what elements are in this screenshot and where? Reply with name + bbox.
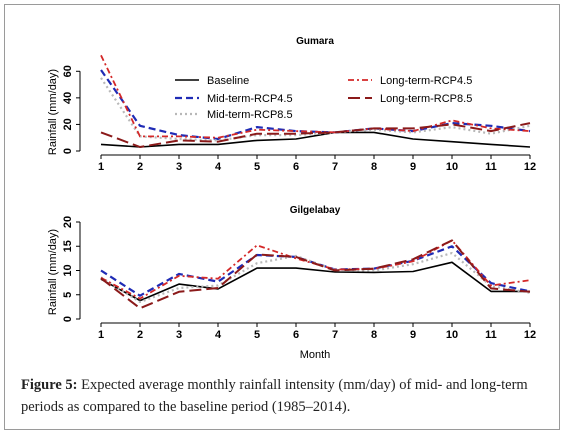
y-tick-label-gumara: 0 bbox=[62, 148, 74, 154]
x-tick-label-gumara: 12 bbox=[524, 161, 536, 173]
x-tick-label-gumara: 2 bbox=[137, 161, 143, 173]
x-tick-label-gumara: 1 bbox=[98, 161, 104, 173]
series-line-gilgelabay bbox=[100, 251, 531, 304]
panel-title-gilgelabay: Gilgelabay bbox=[290, 205, 341, 216]
series-line-gumara bbox=[100, 131, 531, 148]
y-tick-label-gumara: 60 bbox=[62, 65, 74, 77]
x-tick-label-gumara: 4 bbox=[215, 161, 222, 173]
caption-label: Figure 5: bbox=[21, 377, 78, 393]
x-tick-label-gumara: 7 bbox=[332, 161, 338, 173]
series-line-gumara bbox=[100, 77, 531, 142]
legend-label: Mid-term-RCP8.5 bbox=[207, 109, 293, 121]
y-tick-label-gumara: 40 bbox=[62, 92, 74, 104]
legend-label: Long-term-RCP8.5 bbox=[380, 93, 472, 105]
x-tick-label-gumara: 6 bbox=[293, 161, 299, 173]
x-tick-label-gumara: 11 bbox=[485, 161, 497, 173]
x-tick-label-gilgelabay: 7 bbox=[332, 329, 338, 341]
y-tick-label-gilgelabay: 15 bbox=[62, 240, 74, 252]
x-tick-label-gilgelabay: 2 bbox=[137, 329, 143, 341]
figure-caption: Figure 5: Expected average monthly rainf… bbox=[21, 374, 545, 418]
legend-label: Mid-term-RCP4.5 bbox=[207, 93, 293, 105]
x-tick-label-gilgelabay: 5 bbox=[254, 329, 260, 341]
x-tick-label-gilgelabay: 12 bbox=[524, 329, 536, 341]
x-tick-label-gumara: 9 bbox=[410, 161, 416, 173]
series-line-gilgelabay bbox=[100, 239, 531, 310]
x-tick-label-gumara: 8 bbox=[371, 161, 377, 173]
x-tick-label-gilgelabay: 8 bbox=[371, 329, 377, 341]
x-tick-label-gumara: 10 bbox=[446, 161, 458, 173]
series-line-gilgelabay bbox=[100, 245, 531, 297]
caption-text: Expected average monthly rainfall intens… bbox=[21, 377, 528, 415]
x-tick-label-gilgelabay: 6 bbox=[293, 329, 299, 341]
y-tick-label-gumara: 20 bbox=[62, 118, 74, 130]
y-tick-label-gilgelabay: 0 bbox=[62, 316, 74, 322]
x-tick-label-gilgelabay: 4 bbox=[215, 329, 222, 341]
series-group-gumara bbox=[100, 54, 531, 148]
legend-label: Baseline bbox=[207, 75, 249, 87]
panel-title-gumara: Gumara bbox=[296, 36, 334, 47]
series-line-gilgelabay bbox=[100, 261, 530, 302]
y-tick-label-gilgelabay: 5 bbox=[62, 292, 74, 298]
y-tick-label-gilgelabay: 20 bbox=[62, 216, 74, 228]
series-line-gumara bbox=[100, 54, 531, 139]
x-tick-label-gilgelabay: 1 bbox=[98, 329, 104, 341]
x-tick-label-gilgelabay: 9 bbox=[410, 329, 416, 341]
figure-frame bbox=[4, 4, 560, 430]
x-axis-label: Month bbox=[300, 349, 331, 361]
legend-label: Long-term-RCP4.5 bbox=[380, 75, 472, 87]
legend: Baseline Mid-term-RCP4.5 Mid-term-RCP8.5 Lo… bbox=[175, 75, 472, 121]
x-tick-label-gilgelabay: 10 bbox=[446, 329, 458, 341]
x-tick-label-gumara: 5 bbox=[254, 161, 260, 173]
y-axis-label-gilgelabay: Rainfall (mm/day) bbox=[47, 229, 59, 315]
x-tick-label-gilgelabay: 3 bbox=[176, 329, 182, 341]
series-line-gumara bbox=[100, 122, 531, 148]
x-tick-label-gilgelabay: 11 bbox=[485, 329, 497, 341]
series-group-gilgelabay bbox=[100, 239, 531, 310]
y-axis-label-gumara: Rainfall (mm/day) bbox=[47, 69, 59, 155]
y-tick-label-gilgelabay: 10 bbox=[62, 264, 74, 276]
x-tick-label-gumara: 3 bbox=[176, 161, 182, 173]
